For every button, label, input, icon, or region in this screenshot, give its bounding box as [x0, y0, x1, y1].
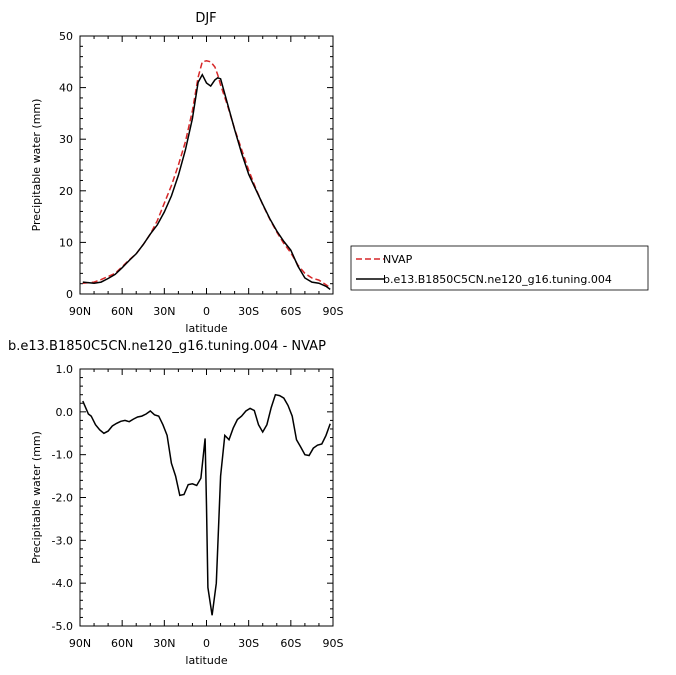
x-tick-label: 90N [69, 305, 91, 318]
y-tick-label: -2.0 [52, 492, 73, 505]
legend-label-2: b.e13.B1850C5CN.ne120_g16.tuning.004 [383, 273, 612, 286]
x-tick-label: 30S [238, 305, 259, 318]
legend-label-1: NVAP [383, 253, 413, 266]
chart-title: b.e13.B1850C5CN.ne120_g16.tuning.004 - N… [8, 339, 326, 354]
x-tick-label: 90N [69, 637, 91, 650]
x-tick-label: 30S [238, 637, 259, 650]
y-tick-label: -3.0 [52, 534, 73, 547]
x-tick-label: 0 [203, 305, 210, 318]
series-line-1 [82, 393, 331, 616]
y-tick-label: 20 [59, 185, 73, 198]
y-tick-label: 0.0 [56, 406, 74, 419]
x-axis-title: latitude [185, 654, 227, 667]
x-tick-label: 60N [111, 637, 133, 650]
y-tick-label: -5.0 [52, 620, 73, 633]
y-tick-label: 1.0 [56, 363, 74, 376]
x-tick-label: 0 [203, 637, 210, 650]
x-tick-label: 90S [323, 305, 344, 318]
chart-title: DJF [195, 11, 216, 26]
y-tick-label: 30 [59, 133, 73, 146]
chart-1: DJF 0 10 20 30 40 50 90N 60N 30N 0 30S 60S 90S latitud… [30, 11, 649, 335]
x-tick-label: 30N [153, 637, 175, 650]
series-line-2 [82, 73, 331, 291]
legend: NVAP b.e13.B1850C5CN.ne120_g16.tuning.004 [350, 245, 649, 291]
y-tick-label: 0 [66, 288, 73, 301]
y-tick-label: -1.0 [52, 449, 73, 462]
y-axis-title: Precipitable water (mm) [30, 99, 43, 232]
x-tick-label: 90S [323, 637, 344, 650]
y-tick-label: 10 [59, 236, 73, 249]
x-tick-label: 60S [280, 305, 301, 318]
y-tick-label: -4.0 [52, 577, 73, 590]
y-tick-label: 50 [59, 30, 73, 43]
y-tick-label: 40 [59, 82, 73, 95]
plot-frame [79, 35, 334, 295]
x-tick-label: 30N [153, 305, 175, 318]
x-tick-label: 60N [111, 305, 133, 318]
chart-2: b.e13.B1850C5CN.ne120_g16.tuning.004 - N… [8, 339, 344, 667]
x-axis-title: latitude [185, 322, 227, 335]
x-tick-label: 60S [280, 637, 301, 650]
y-axis-title: Precipitable water (mm) [30, 431, 43, 564]
legend-box [350, 245, 649, 291]
